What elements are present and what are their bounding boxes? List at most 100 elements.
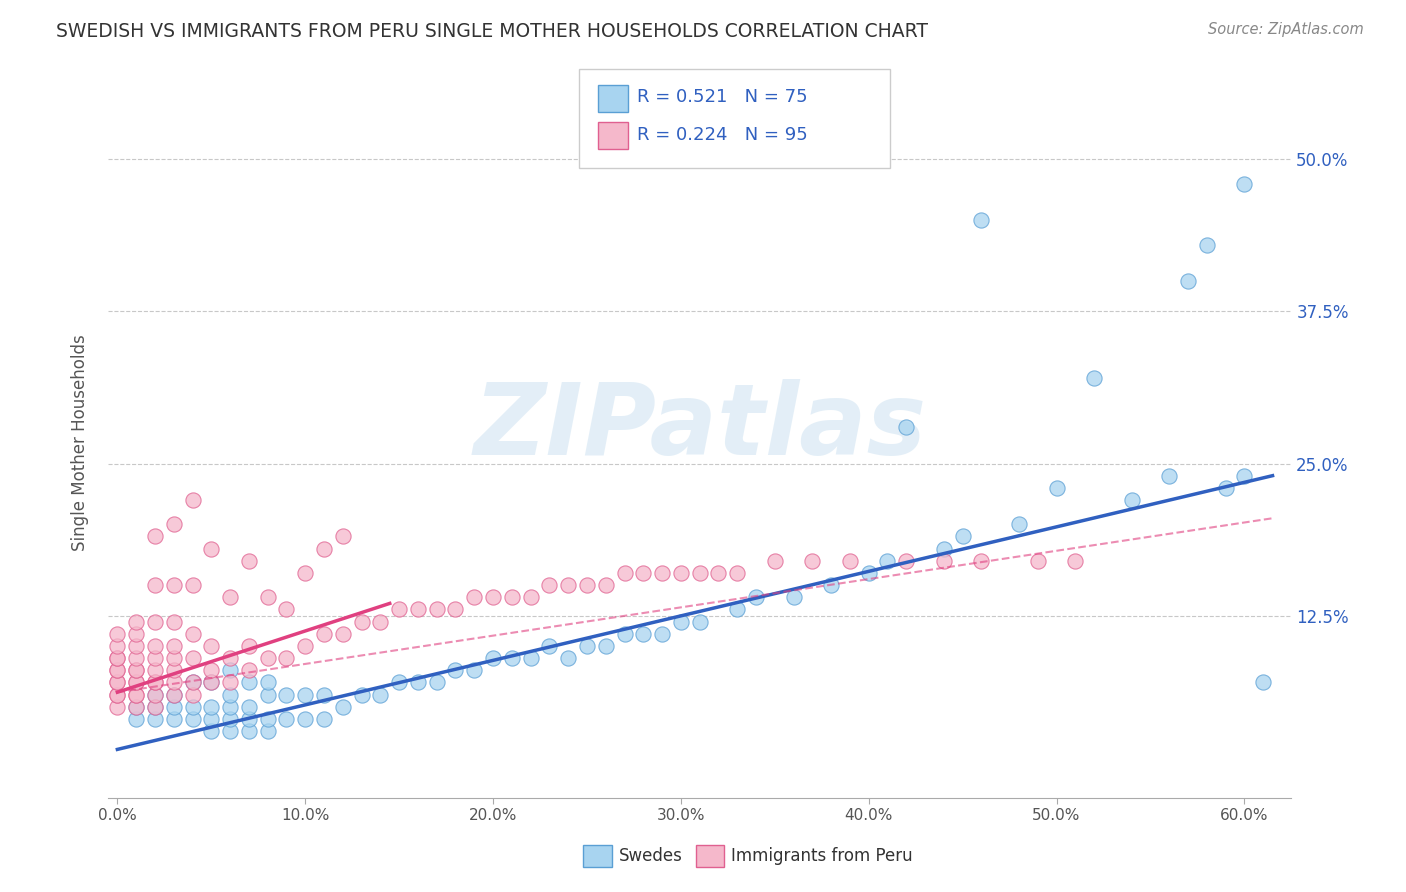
Point — [332, 699, 354, 714]
Point — [1026, 554, 1049, 568]
Point — [125, 615, 148, 629]
Point — [633, 627, 655, 641]
Point — [501, 651, 523, 665]
Text: ZIPatlas: ZIPatlas — [472, 379, 927, 476]
Point — [143, 529, 166, 543]
Point — [370, 688, 392, 702]
Point — [219, 688, 242, 702]
Point — [426, 602, 449, 616]
Point — [163, 663, 186, 677]
Point — [970, 554, 993, 568]
Point — [896, 420, 918, 434]
Point — [181, 651, 204, 665]
Point — [519, 651, 541, 665]
Point — [538, 578, 561, 592]
Point — [463, 591, 485, 605]
Point — [932, 541, 955, 556]
Point — [219, 712, 242, 726]
Point — [725, 566, 748, 580]
Point — [463, 663, 485, 677]
Point — [125, 712, 148, 726]
Point — [1045, 481, 1067, 495]
Point — [238, 699, 260, 714]
Point — [1121, 493, 1143, 508]
Point — [970, 213, 993, 227]
Point — [256, 712, 278, 726]
Point — [482, 651, 505, 665]
Point — [763, 554, 786, 568]
Point — [426, 675, 449, 690]
Point — [143, 699, 166, 714]
Text: SWEDISH VS IMMIGRANTS FROM PERU SINGLE MOTHER HOUSEHOLDS CORRELATION CHART: SWEDISH VS IMMIGRANTS FROM PERU SINGLE M… — [56, 22, 928, 41]
Point — [876, 554, 898, 568]
Point — [219, 651, 242, 665]
Point — [181, 712, 204, 726]
Point — [256, 651, 278, 665]
Point — [782, 591, 804, 605]
Point — [219, 591, 242, 605]
Y-axis label: Single Mother Households: Single Mother Households — [72, 334, 89, 550]
Point — [143, 578, 166, 592]
Point — [633, 566, 655, 580]
Point — [557, 578, 579, 592]
Point — [105, 688, 128, 702]
Point — [501, 591, 523, 605]
Point — [125, 699, 148, 714]
Point — [143, 712, 166, 726]
Point — [575, 578, 598, 592]
Point — [125, 639, 148, 653]
Point — [256, 591, 278, 605]
Point — [219, 675, 242, 690]
Text: Immigrants from Peru: Immigrants from Peru — [731, 847, 912, 865]
Point — [200, 541, 222, 556]
Point — [143, 639, 166, 653]
Point — [125, 651, 148, 665]
Point — [238, 663, 260, 677]
Point — [181, 699, 204, 714]
Point — [143, 699, 166, 714]
Point — [200, 663, 222, 677]
Point — [896, 554, 918, 568]
Point — [276, 602, 298, 616]
Point — [143, 675, 166, 690]
Point — [181, 493, 204, 508]
Point — [689, 615, 711, 629]
Point — [745, 591, 768, 605]
Point — [595, 639, 617, 653]
Point — [1215, 481, 1237, 495]
Point — [1233, 177, 1256, 191]
Point — [350, 615, 373, 629]
Point — [557, 651, 579, 665]
Point — [105, 688, 128, 702]
Point — [200, 699, 222, 714]
Point — [820, 578, 842, 592]
Point — [143, 651, 166, 665]
Point — [952, 529, 974, 543]
Point — [163, 675, 186, 690]
Point — [294, 688, 316, 702]
Point — [181, 675, 204, 690]
Point — [1008, 517, 1031, 532]
Point — [238, 639, 260, 653]
Text: R = 0.224   N = 95: R = 0.224 N = 95 — [637, 126, 807, 144]
Point — [256, 688, 278, 702]
Point — [163, 639, 186, 653]
Point — [538, 639, 561, 653]
Point — [332, 529, 354, 543]
Point — [105, 651, 128, 665]
Text: Source: ZipAtlas.com: Source: ZipAtlas.com — [1208, 22, 1364, 37]
Point — [370, 615, 392, 629]
Point — [294, 566, 316, 580]
Point — [256, 675, 278, 690]
Point — [312, 541, 335, 556]
Point — [105, 627, 128, 641]
Point — [444, 602, 467, 616]
Point — [575, 639, 598, 653]
Point — [256, 724, 278, 739]
Point — [1083, 371, 1105, 385]
Point — [519, 591, 541, 605]
Point — [163, 688, 186, 702]
Point — [105, 639, 128, 653]
Point — [689, 566, 711, 580]
Point — [669, 615, 692, 629]
